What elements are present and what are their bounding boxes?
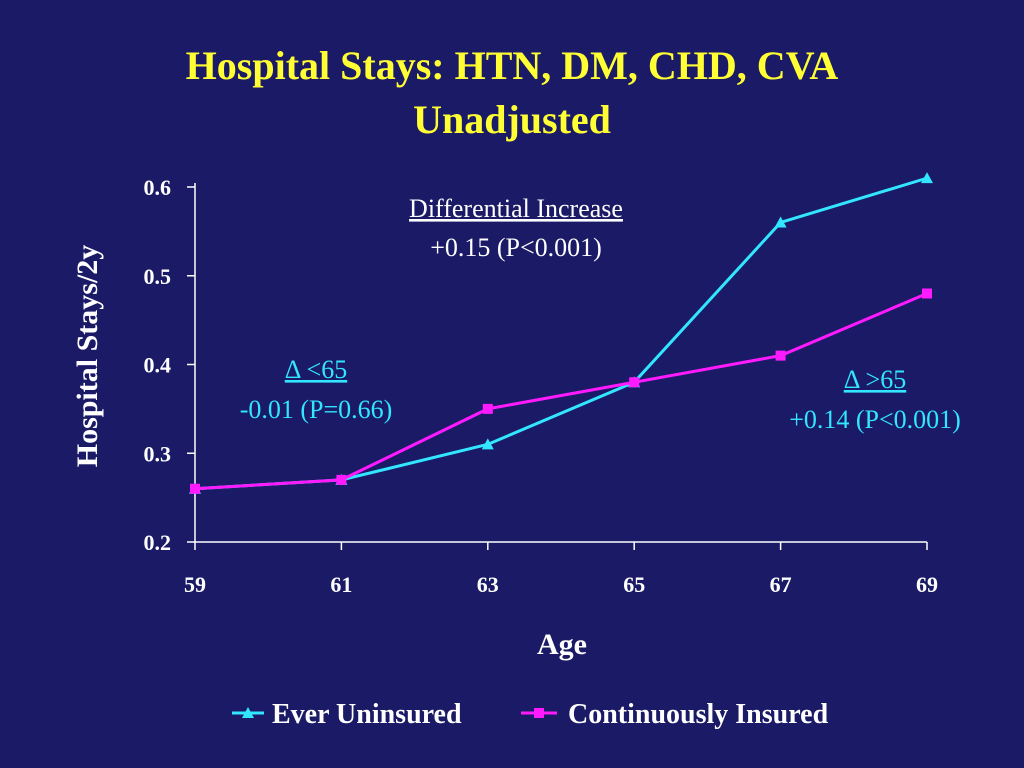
chart-ticks: 0.2 0.3 0.4 0.5 0.6 59 61 63 65 67 69 xyxy=(144,175,939,597)
data-point-continuously-insured xyxy=(775,350,786,361)
series-line-continuously-insured xyxy=(194,292,928,491)
x-tick-label: 61 xyxy=(330,572,352,597)
slide-subtitle: Unadjusted xyxy=(413,97,611,142)
x-tick-label: 63 xyxy=(477,572,499,597)
y-axis-title: Hospital Stays/2y xyxy=(71,245,104,468)
legend-ever-uninsured-label: Ever Uninsured xyxy=(272,699,462,730)
y-tick-label: 0.4 xyxy=(144,353,172,378)
data-point-continuously-insured xyxy=(336,474,347,485)
x-tick-label: 65 xyxy=(623,572,645,597)
data-point-ever-uninsured xyxy=(774,216,787,228)
y-tick-label: 0.5 xyxy=(144,264,172,289)
legend-continuously-insured-label: Continuously Insured xyxy=(568,699,829,730)
differential-increase-heading: Differential Increase xyxy=(409,194,623,223)
chart-series xyxy=(189,172,933,494)
slide-title: Hospital Stays: HTN, DM, CHD, CVA xyxy=(185,43,839,88)
x-tick-label: 59 xyxy=(184,572,206,597)
series-line-ever-uninsured xyxy=(194,176,928,491)
legend-continuously-insured-marker xyxy=(534,708,544,718)
data-point-continuously-insured xyxy=(629,377,640,388)
delta-over-65-value: +0.14 (P<0.001) xyxy=(789,405,961,434)
differential-increase-value: +0.15 (P<0.001) xyxy=(430,233,602,262)
x-tick-label: 69 xyxy=(916,572,938,597)
y-tick-label: 0.2 xyxy=(144,530,172,555)
y-tick-label: 0.3 xyxy=(144,441,172,466)
x-tick-label: 67 xyxy=(770,572,792,597)
delta-under-65-heading: Δ <65 xyxy=(285,355,347,384)
x-axis-title: Age xyxy=(537,628,587,661)
data-point-ever-uninsured xyxy=(481,438,494,450)
data-point-continuously-insured xyxy=(190,483,200,494)
chart-legend: Ever Uninsured Continuously Insured xyxy=(232,699,829,730)
y-tick-label: 0.6 xyxy=(144,175,172,200)
delta-under-65-value: -0.01 (P=0.66) xyxy=(240,395,393,424)
data-point-continuously-insured xyxy=(482,403,493,414)
delta-over-65-heading: Δ >65 xyxy=(844,365,906,394)
data-point-continuously-insured xyxy=(922,288,932,299)
chart-axes xyxy=(187,183,928,550)
legend-ever-uninsured-marker xyxy=(242,707,254,718)
data-point-ever-uninsured xyxy=(921,172,933,184)
